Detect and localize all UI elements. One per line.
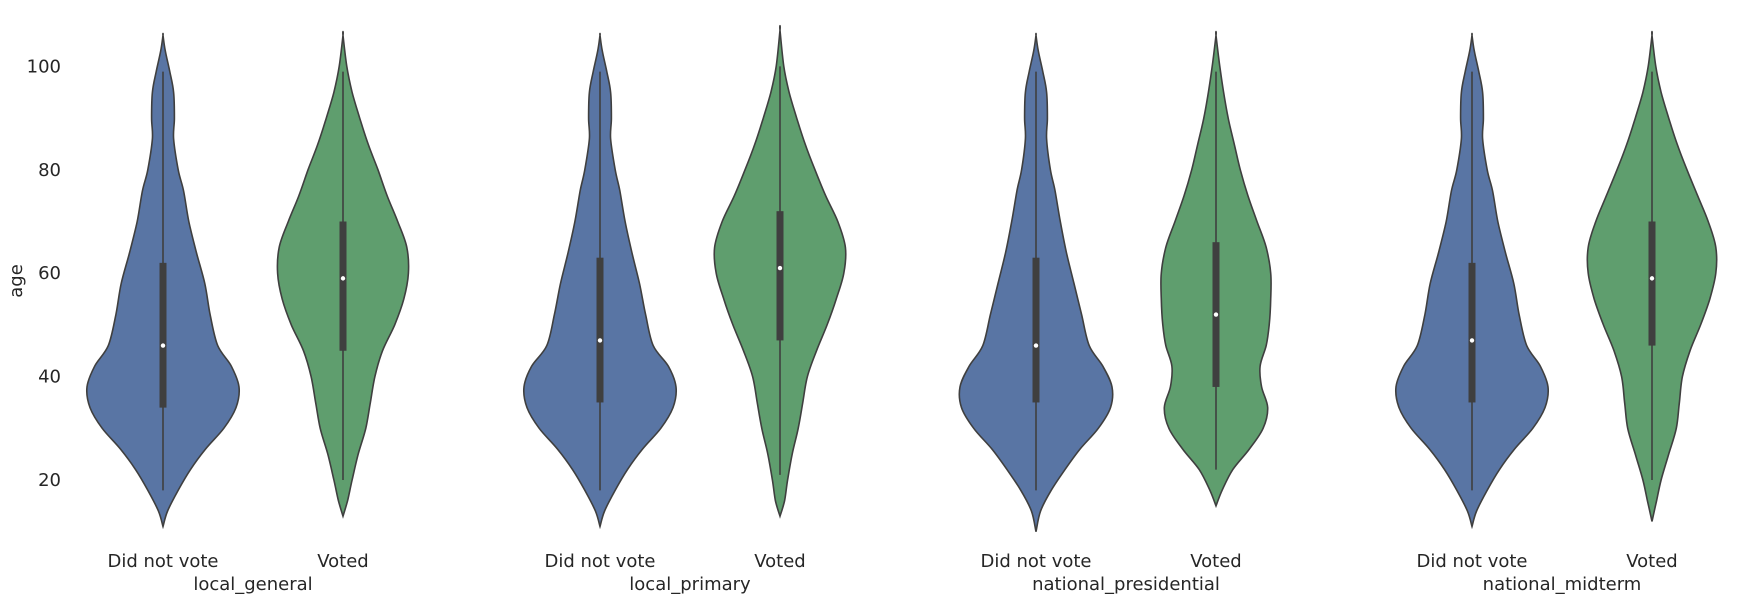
iqr-box [1648, 221, 1656, 346]
y-axis: age 20 40 60 80 100 [6, 56, 61, 491]
panel-label: local_general [193, 574, 312, 595]
median-dot [1213, 312, 1219, 317]
median-dot [1469, 338, 1475, 343]
median-dot [597, 338, 603, 343]
iqr-box [596, 257, 604, 403]
median-dot [1033, 343, 1039, 348]
median-dot [777, 265, 783, 271]
iqr-box [776, 211, 784, 341]
category-label: Did not vote [107, 551, 218, 572]
panel-label: national_presidential [1032, 574, 1220, 595]
category-label: Voted [1190, 551, 1242, 572]
category-label: Voted [754, 551, 806, 572]
iqr-box [339, 221, 347, 351]
y-tick-label: 40 [38, 367, 61, 388]
category-label: Did not vote [544, 551, 655, 572]
category-label: Voted [317, 551, 369, 572]
y-tick-label: 80 [38, 160, 61, 181]
y-tick-label: 100 [27, 56, 61, 77]
panel-label: local_primary [629, 574, 751, 595]
iqr-box [1468, 262, 1476, 403]
category-label: Did not vote [980, 551, 1091, 572]
y-tick-label: 20 [38, 470, 61, 491]
y-tick-label: 60 [38, 263, 61, 284]
iqr-box [159, 262, 167, 408]
median-dot [160, 343, 166, 348]
category-label: Voted [1626, 551, 1678, 572]
category-label: Did not vote [1416, 551, 1527, 572]
median-dot [340, 276, 346, 281]
iqr-box [1032, 257, 1040, 403]
panel-label: national_midterm [1483, 574, 1642, 595]
y-axis-label: age [6, 264, 27, 298]
median-dot [1649, 276, 1655, 281]
